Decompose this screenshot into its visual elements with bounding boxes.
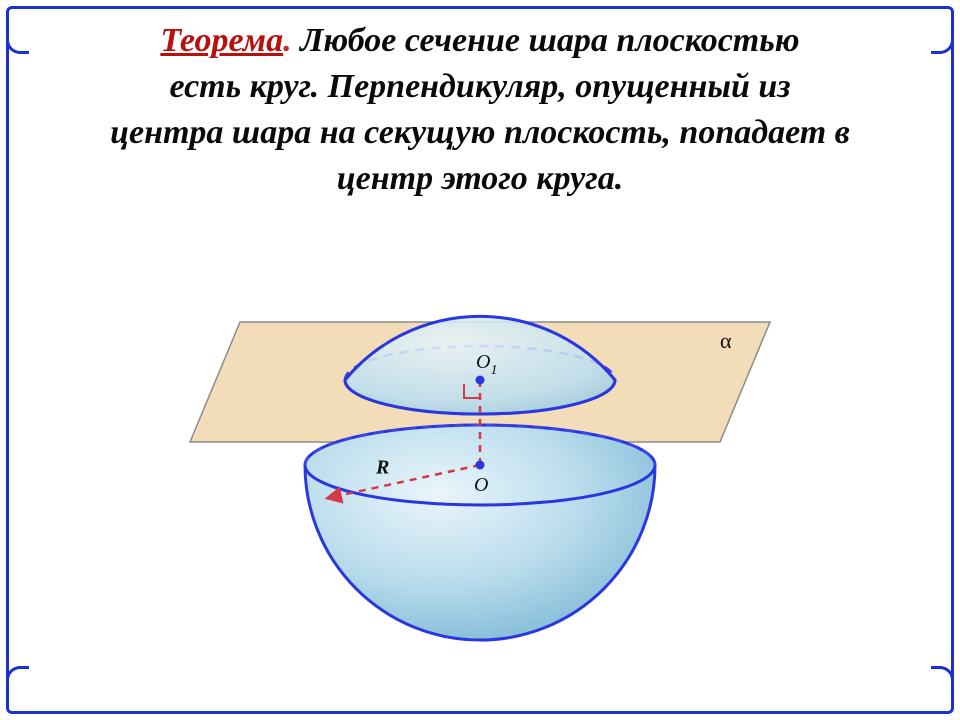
sphere-lower bbox=[305, 425, 655, 640]
keyword-dot: . bbox=[283, 22, 292, 59]
point-o bbox=[476, 461, 485, 470]
line3: центра шара на секущую плоскость, попада… bbox=[110, 114, 850, 151]
label-r: R bbox=[375, 457, 389, 479]
line4: центр этого круга. bbox=[337, 160, 623, 197]
keyword: Теорема bbox=[160, 22, 283, 59]
line1: Любое сечение шара плоскостью bbox=[292, 22, 800, 59]
point-o1 bbox=[476, 376, 485, 385]
slide: Теорема. Любое сечение шара плоскостью е… bbox=[0, 0, 960, 720]
line2: есть круг. Перпендикуляр, опущенный из bbox=[169, 68, 790, 105]
theorem-text: Теорема. Любое сечение шара плоскостью е… bbox=[10, 18, 950, 202]
label-o: O bbox=[474, 474, 488, 496]
label-alpha: α bbox=[720, 328, 732, 353]
sphere-diagram: α O O1 R bbox=[160, 230, 800, 670]
figure: α O O1 R bbox=[0, 230, 960, 700]
